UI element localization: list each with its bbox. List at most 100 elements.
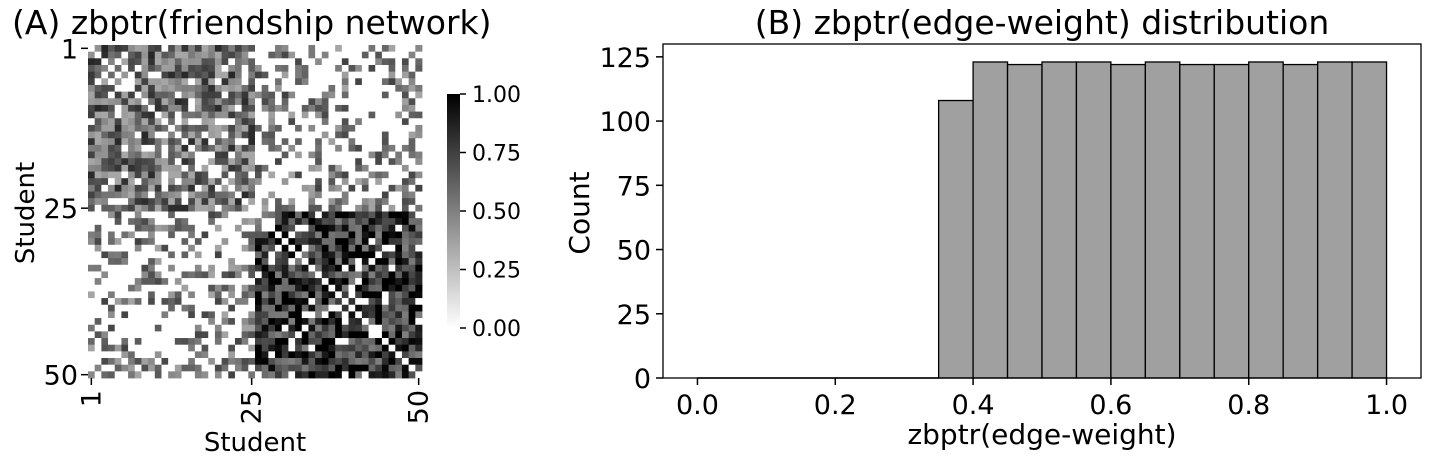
heatmap-cell [261,291,269,299]
heatmap-cell [341,118,349,126]
heatmap-cell [295,364,303,372]
heatmap-cell [335,331,343,339]
heatmap-cell [255,264,263,272]
heatmap-cell [168,358,176,366]
heatmap-cell [341,164,349,172]
heatmap-cell [248,171,256,179]
heatmap-cell [194,64,202,73]
heatmap-cell [408,158,416,166]
heatmap-cell [288,231,296,239]
heatmap-cell [214,304,222,312]
heatmap-cell [174,184,182,192]
heatmap-cell [194,198,202,206]
heatmap-cell [315,184,323,192]
heatmap-cell [221,258,229,266]
heatmap-cell [241,338,249,346]
heatmap-cell [181,178,189,186]
heatmap-cell [128,291,136,299]
heatmap-cell [141,84,149,93]
heatmap-cell [261,351,269,359]
heatmap-cell [275,104,283,112]
heatmap-cell [174,218,182,226]
heatmap-cell [188,324,196,332]
heatmap-cell [255,91,263,99]
heatmap-cell [308,311,316,319]
heatmap-cell [141,291,149,299]
heatmap-cell [88,291,96,299]
heatmap-cell [194,324,202,332]
heatmap-cell [395,45,403,53]
heatmap-cell [275,91,283,99]
heatmap-cell [128,71,136,79]
heatmap-cell [208,124,216,132]
heatmap-cell [194,238,202,246]
heatmap-cell [348,158,356,166]
heatmap-cell [315,371,323,379]
heatmap-cell [368,278,376,286]
heatmap-cell [214,371,222,379]
heatmap-cell [114,158,122,166]
heatmap-cell [355,298,363,306]
heatmap-cell [395,251,403,259]
heatmap-cell [268,78,276,86]
heatmap-cell [315,291,323,299]
heatmap-cell [275,118,283,126]
heatmap-cell [301,344,309,352]
heatmap-cell [248,351,256,359]
heatmap-cell [141,278,149,286]
heatmap-cell [341,331,349,339]
heatmap-cell [361,58,369,66]
heatmap-cell [188,98,196,106]
heatmap-cell [301,158,309,166]
heatmap-cell [321,184,329,192]
heatmap-cell [161,198,169,206]
heatmap-cell [408,264,416,272]
heatmap-cell [388,278,396,286]
heatmap-cell [301,191,309,199]
heatmap-cell [395,284,403,292]
heatmap-cell [114,244,122,252]
heatmap-cell [154,264,162,272]
heatmap-cell [168,45,176,53]
heatmap-cell [201,111,209,119]
heatmap-cell [234,144,243,152]
heatmap-cell [408,318,416,326]
heatmap-cell [88,371,96,379]
heatmap-cell [114,84,122,93]
heatmap-cell [241,58,249,66]
heatmap-cell [114,251,122,259]
heatmap-cell [168,238,176,246]
heatmap-cell [255,151,263,159]
heatmap-cell [381,358,389,366]
heatmap-cell [315,211,323,219]
heatmap-cell [395,98,403,106]
heatmap-cell [148,344,156,352]
heatmap-cell [381,258,389,266]
heatmap-cell [408,244,416,252]
heatmap-cell [408,138,416,146]
heatmap-cell [308,271,316,279]
heatmap-cell [388,98,396,106]
heatmap-cell [381,71,389,79]
heatmap-cell [341,98,349,106]
heatmap-cell [381,171,389,179]
heatmap-cell [388,251,396,259]
heatmap-cell [415,338,423,346]
heatmap-cell [234,45,243,53]
heatmap-cell [214,358,222,366]
histogram-bar [1316,61,1353,379]
heatmap-cell [221,71,229,79]
heatmap-cell [114,198,122,206]
heatmap-cell [268,278,276,286]
heatmap-cell [121,45,129,53]
heatmap-cell [335,224,343,232]
heatmap-cell [308,151,316,159]
heatmap-cell [261,98,269,106]
heatmap-cell [308,224,316,232]
heatmap-cell [315,118,323,126]
heatmap-cell [161,338,169,346]
heatmap-cell [208,151,216,159]
heatmap-cell [141,258,149,266]
heatmap-cell [361,244,369,252]
heatmap-cell [375,204,383,212]
